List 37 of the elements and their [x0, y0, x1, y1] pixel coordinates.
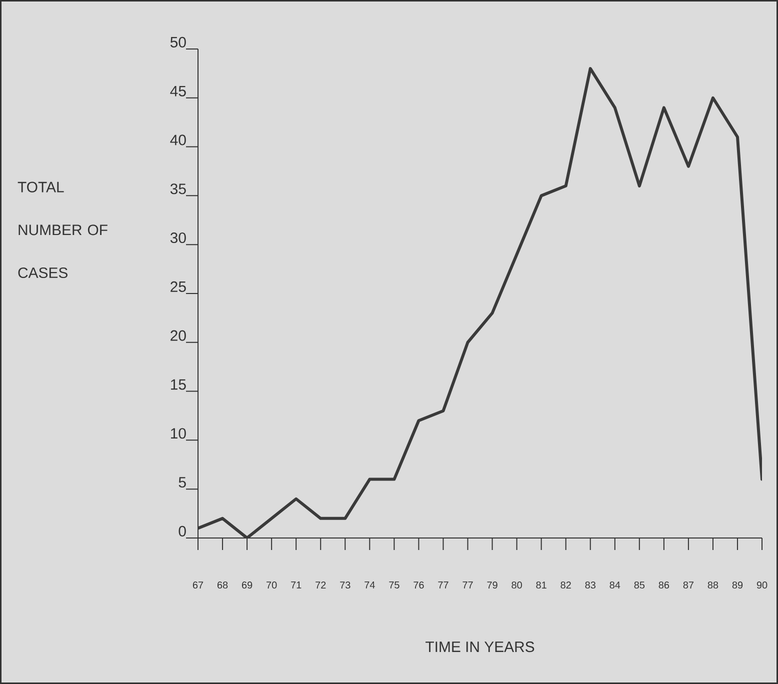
y-tick-label: 15 [171, 379, 186, 390]
x-tick-label: 79 [487, 582, 498, 589]
y-tick-label: 35 [170, 184, 186, 194]
y-tick-label: 50 [170, 36, 186, 48]
y-tick-label: 20 [170, 330, 186, 341]
x-tick-label: 77 [438, 582, 448, 588]
y-tick-label: 25 [170, 281, 186, 292]
x-tick-label: 71 [291, 582, 302, 588]
x-tick-label: 76 [414, 582, 424, 589]
x-axis-title: TIME IN YEARS [426, 642, 534, 652]
y-tick-label: 40 [170, 134, 186, 146]
x-tick-label: 83 [585, 582, 596, 589]
x-tick-label: 73 [340, 582, 350, 589]
x-tick-label: 68 [217, 582, 228, 589]
y-tick-label: 5 [178, 477, 186, 488]
y-tick-label: 10 [171, 428, 186, 439]
x-tick-label: 85 [634, 582, 645, 589]
y-tick-label: 0 [178, 526, 186, 536]
x-tick-label: 70 [266, 582, 277, 589]
y-tick-label: 45 [170, 86, 186, 96]
x-tick-label: 84 [610, 582, 620, 589]
x-tick-label: 75 [389, 582, 400, 588]
x-tick-label: 88 [708, 582, 718, 589]
text: TOTAL NUMBER OF CASES [18, 182, 108, 278]
x-tick-label: 81 [536, 582, 546, 589]
y-tick-label: 30 [170, 232, 186, 244]
x-tick-label: 80 [512, 582, 522, 589]
x-tick-label: 87 [683, 582, 694, 589]
x-tick-label: 72 [316, 582, 326, 588]
x-tick-label: 86 [658, 582, 670, 589]
x-tick-label: 90 [756, 582, 768, 589]
x-tick-label: 74 [364, 582, 375, 588]
x-tick-label: 89 [732, 582, 743, 589]
x-tick-label: 67 [192, 582, 204, 589]
x-tick-label: 69 [242, 582, 252, 589]
x-tick-label: 77 [462, 582, 473, 588]
x-tick-label: 82 [560, 582, 571, 589]
